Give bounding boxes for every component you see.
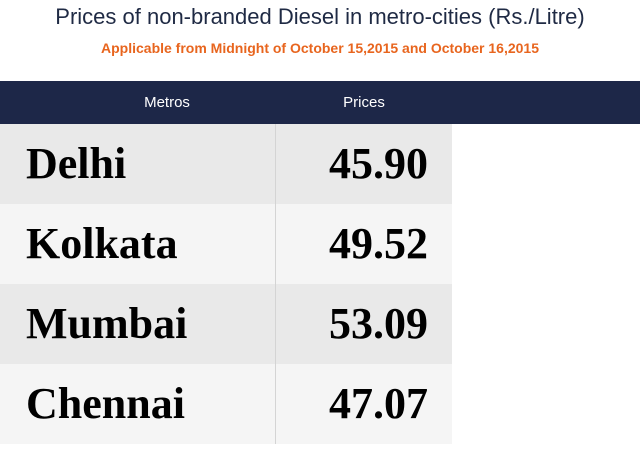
price-cell: 49.52 — [329, 219, 428, 268]
header-prices: Prices — [343, 94, 385, 111]
page-subtitle: Applicable from Midnight of October 15,2… — [101, 40, 539, 56]
price-cell: 47.07 — [329, 379, 428, 428]
table-row: Delhi 45.90 — [0, 124, 452, 204]
city-cell: Delhi — [26, 139, 127, 188]
table-header: Metros Prices — [0, 81, 640, 124]
city-cell: Mumbai — [26, 299, 188, 348]
table-row: Chennai 47.07 — [0, 364, 452, 444]
column-divider — [275, 124, 276, 444]
page-title: Prices of non-branded Diesel in metro-ci… — [55, 4, 585, 29]
table-row: Mumbai 53.09 — [0, 284, 452, 364]
price-cell: 53.09 — [329, 299, 428, 348]
city-cell: Kolkata — [26, 219, 178, 268]
price-cell: 45.90 — [329, 139, 428, 188]
price-table: Delhi 45.90 Kolkata 49.52 Mumbai 53.09 C… — [0, 124, 452, 444]
header-metros: Metros — [144, 94, 190, 111]
city-cell: Chennai — [26, 379, 185, 428]
table-row: Kolkata 49.52 — [0, 204, 452, 284]
